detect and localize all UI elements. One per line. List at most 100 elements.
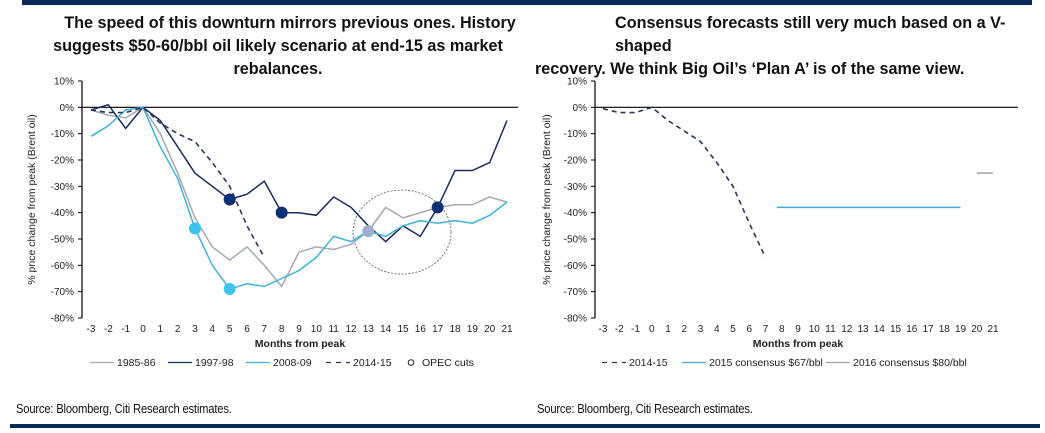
right-chart: 10% 0% -10% -20% -30% -40% -50% -60% -70% -80% -3-… xyxy=(541,77,1018,369)
x-tick-label: 1 xyxy=(665,324,671,335)
x-tick-label: 12 xyxy=(841,324,853,335)
y-tick-label: 10% xyxy=(54,77,74,88)
legend-label: 1985-86 xyxy=(117,357,156,369)
y-axis-title: % price change from peak (Brent oil) xyxy=(541,114,553,284)
x-tick-label: 21 xyxy=(501,324,513,335)
right-source-note: Source: Bloomberg, Citi Research estimat… xyxy=(537,401,753,416)
x-tick-label: 2 xyxy=(681,324,687,335)
x-tick-label: 8 xyxy=(779,324,785,335)
x-tick-label: 12 xyxy=(345,324,357,335)
bottom-brand-bar xyxy=(10,424,1040,428)
x-tick-label: 15 xyxy=(397,324,409,335)
x-tick-label: 6 xyxy=(244,324,250,335)
left-title-line-1: The speed of this downturn mirrors previ… xyxy=(64,14,516,32)
x-tick-label: 10 xyxy=(311,324,323,335)
x-tick-label: -1 xyxy=(121,324,130,335)
x-tick-label: -2 xyxy=(615,324,624,335)
y-tick-label: -20% xyxy=(51,156,74,167)
y-tick-label: -50% xyxy=(564,235,587,246)
left-chart: 10%0%-10%-20%-30%-40%-50%-60%-70%-80%-3-… xyxy=(26,77,518,369)
x-tick-label: 17 xyxy=(432,324,444,335)
x-tick-label: 14 xyxy=(874,324,886,335)
y-tick-label: -80% xyxy=(564,314,587,325)
y-tick-label: -10% xyxy=(564,129,587,140)
x-tick-label: 5 xyxy=(227,324,233,335)
y-axis-title: % price change from peak (Brent oil) xyxy=(26,114,38,284)
x-tick-label: 18 xyxy=(939,324,951,335)
x-tick-label: 11 xyxy=(328,324,339,335)
opec-cut-marker xyxy=(189,222,201,235)
x-tick-label: 20 xyxy=(971,324,983,335)
y-tick-label: -70% xyxy=(564,287,587,298)
x-tick-label: 16 xyxy=(906,324,918,335)
x-axis-title: Months from peak xyxy=(753,338,844,350)
opec-cut-marker xyxy=(362,225,375,238)
x-tick-label: 19 xyxy=(955,324,967,335)
opec-cut-marker xyxy=(223,193,236,206)
y-tick-label: -10% xyxy=(51,129,74,140)
legend-label: 2016 consensus $80/bbl xyxy=(853,357,967,369)
x-tick-label: 0 xyxy=(140,324,146,335)
x-tick-label: -2 xyxy=(104,324,113,335)
right-chart-title: Consensus forecasts still very much base… xyxy=(535,12,1035,81)
x-tick-label: 4 xyxy=(210,324,216,335)
x-tick-label: 8 xyxy=(279,324,285,335)
legend-label: 1997-98 xyxy=(195,357,234,369)
x-axis-title: Months from peak xyxy=(255,338,346,350)
x-tick-label: 2 xyxy=(175,324,181,335)
x-tick-label: 6 xyxy=(746,324,752,335)
x-tick-label: 9 xyxy=(296,324,302,335)
left-chart-title: The speed of this downturn mirrors previ… xyxy=(28,12,528,81)
y-tick-label: -30% xyxy=(51,182,74,193)
legend: 2014-15 2015 consensus $67/bbl 2016 consen… xyxy=(602,357,967,369)
x-tick-label: 3 xyxy=(698,324,704,335)
y-tick-label: -60% xyxy=(51,261,74,272)
series-2008-09-line xyxy=(90,106,508,290)
opec-cut-marker xyxy=(431,201,444,214)
x-tick-label: 14 xyxy=(380,324,392,335)
y-tick-label: -60% xyxy=(564,261,587,272)
series-2014-15-line xyxy=(90,106,266,258)
y-tick-label: 0% xyxy=(573,103,588,114)
series-1997-98-line xyxy=(90,103,508,243)
x-tick-label: 7 xyxy=(262,324,268,335)
y-tick-label: -20% xyxy=(564,156,587,167)
x-tick-label: 11 xyxy=(825,324,836,335)
y-tick-label: -50% xyxy=(51,235,74,246)
legend: 1985-86 1997-98 2008-09 2014-15 OPEC cuts xyxy=(90,357,474,369)
x-tick-label: 7 xyxy=(763,324,769,335)
x-tick-label: 18 xyxy=(449,324,461,335)
opec-cut-marker xyxy=(275,206,288,219)
legend-marker-opec-cuts xyxy=(407,359,415,366)
series-1985-86-line xyxy=(90,106,508,288)
legend-label: 2014-15 xyxy=(629,357,668,369)
x-tick-label: 17 xyxy=(922,324,934,335)
highlight-circle xyxy=(352,189,452,275)
y-tick-label: 10% xyxy=(567,77,587,88)
y-tick-label: -70% xyxy=(51,287,74,298)
top-brand-bar xyxy=(22,0,1032,5)
x-tick-label: 21 xyxy=(987,324,999,335)
x-tick-label: 19 xyxy=(467,324,479,335)
right-title-line-1: Consensus forecasts still very much base… xyxy=(615,14,1006,55)
legend-label: 2014-15 xyxy=(353,357,392,369)
left-title-line-2: suggests $50-60/bbl oil likely scenario … xyxy=(53,37,503,78)
right-title-line-2: recovery. We think Big Oil’s ‘Plan A’ is… xyxy=(535,60,965,78)
legend-label: 2015 consensus $67/bbl xyxy=(709,357,823,369)
x-tick-label: 13 xyxy=(857,324,869,335)
x-tick-label: 9 xyxy=(795,324,801,335)
x-tick-label: 10 xyxy=(809,324,821,335)
y-tick-label: -40% xyxy=(564,208,587,219)
x-tick-label: 15 xyxy=(890,324,902,335)
x-tick-label: -3 xyxy=(599,324,608,335)
legend-label: 2008-09 xyxy=(273,357,312,369)
y-tick-label: -80% xyxy=(51,314,74,325)
x-tick-label: 3 xyxy=(192,324,198,335)
y-tick-label: -30% xyxy=(564,182,587,193)
x-tick-label: 16 xyxy=(415,324,427,335)
y-tick-label: 0% xyxy=(60,103,75,114)
opec-cut-marker xyxy=(223,283,236,296)
x-tick-label: 5 xyxy=(730,324,736,335)
legend-label: OPEC cuts xyxy=(422,357,474,369)
